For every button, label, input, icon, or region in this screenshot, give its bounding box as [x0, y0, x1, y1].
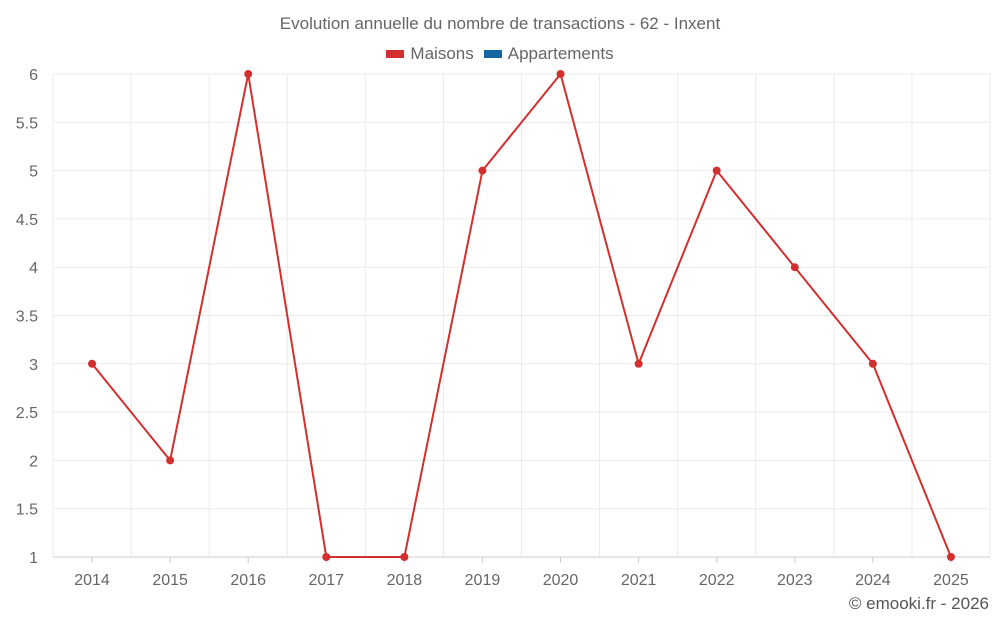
legend-swatch-appartements: [483, 50, 502, 58]
x-tick-label: 2020: [543, 572, 579, 589]
legend-label-maisons: Maisons: [410, 44, 474, 63]
x-tick-label: 2021: [621, 572, 657, 589]
y-tick-label: 1: [29, 550, 38, 567]
x-tick-label: 2018: [387, 572, 423, 589]
legend-item-appartements[interactable]: Appartements: [483, 44, 614, 64]
data-point: [556, 70, 565, 78]
x-tick-label: 2015: [152, 572, 188, 589]
data-point: [88, 359, 97, 368]
y-tick-label: 5.5: [16, 115, 38, 132]
y-tick-label: 1.5: [16, 502, 38, 519]
data-point: [790, 263, 799, 272]
legend-label-appartements: Appartements: [507, 44, 614, 63]
data-point: [400, 553, 409, 561]
data-point: [868, 359, 877, 368]
y-tick-label: 4.5: [16, 212, 38, 229]
data-point: [712, 166, 721, 175]
y-tick-label: 3: [29, 357, 38, 374]
legend-item-maisons[interactable]: Maisons: [386, 44, 474, 64]
x-tick-label: 2019: [465, 572, 501, 589]
series-line-maisons: [91, 73, 952, 558]
y-tick-label: 2.5: [16, 405, 38, 422]
y-tick-label: 4: [29, 260, 38, 277]
data-point: [946, 553, 955, 561]
y-tick-label: 2: [29, 453, 38, 470]
legend: Maisons Appartements: [0, 44, 1000, 64]
chart-title: Evolution annuelle du nombre de transact…: [279, 14, 721, 33]
x-tick-label: 2023: [777, 572, 813, 589]
legend-swatch-maisons: [386, 50, 405, 58]
x-tick-label: 2014: [74, 572, 110, 589]
x-tick-label: 2022: [699, 572, 735, 589]
x-tick-label: 2017: [308, 572, 344, 589]
y-tick-label: 3.5: [16, 309, 38, 326]
y-tick-label: 5: [29, 164, 38, 181]
y-tick-label: 6: [29, 67, 38, 84]
credit-text: © emooki.fr - 2026: [848, 594, 989, 613]
data-point: [634, 359, 643, 368]
x-tick-label: 2024: [855, 572, 891, 589]
x-tick-label: 2025: [933, 572, 969, 589]
data-point: [244, 70, 253, 78]
data-point: [478, 166, 487, 175]
x-tick-label: 2016: [230, 572, 266, 589]
data-point: [322, 553, 331, 561]
data-point: [166, 456, 175, 465]
